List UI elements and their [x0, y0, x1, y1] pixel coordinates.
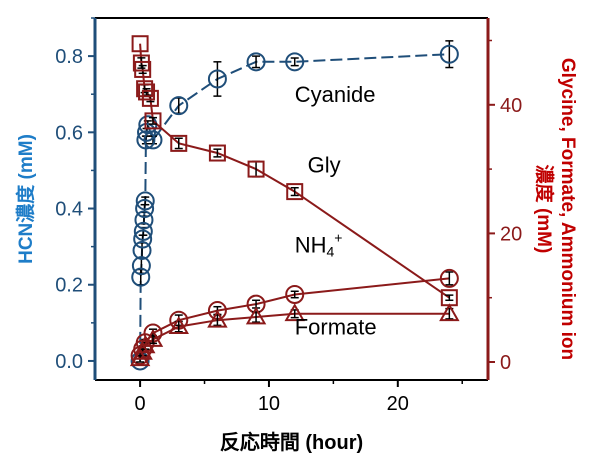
- annotation-label: NH4+: [295, 229, 343, 259]
- data-point: [168, 316, 189, 335]
- x-tick-label: 0: [135, 393, 146, 415]
- data-point: [135, 335, 156, 354]
- data-point: [135, 199, 155, 219]
- data-point: [207, 309, 228, 328]
- x-tick-label: 10: [258, 393, 280, 415]
- data-point: [285, 52, 305, 72]
- data-point: [136, 130, 156, 150]
- right-y-label-group-1: Glycine, Formate, Ammonium ion: [557, 58, 578, 360]
- annotation-label: Cyanide: [295, 82, 376, 107]
- data-point: [134, 60, 152, 78]
- annotation-text: Formate: [295, 314, 377, 339]
- data-point: [131, 267, 151, 287]
- data-point: [246, 52, 266, 72]
- data-point: [132, 240, 152, 260]
- annotation-subscript: 4: [327, 243, 335, 259]
- data-point: [286, 183, 304, 201]
- annotation-text: NH: [295, 232, 327, 257]
- right-y-label-group-2: 濃度 (mM): [533, 165, 556, 254]
- right-y-axis-label-line2: 濃度 (mM): [533, 165, 556, 254]
- data-point: [131, 256, 151, 276]
- left-y-label-group: HCN濃度 (mM): [14, 134, 37, 264]
- data-point: [439, 44, 459, 64]
- data-point: [132, 54, 150, 72]
- data-point: [245, 306, 267, 325]
- right-y-axis-label-line1: Glycine, Formate, Ammonium ion: [557, 58, 578, 360]
- data-point: [133, 221, 153, 241]
- right-y-tick-label: 20: [500, 223, 522, 245]
- left-y-axis-label: HCN濃度 (mM): [14, 134, 37, 264]
- series-cyanide: [130, 40, 459, 371]
- data-point: [133, 229, 153, 249]
- series-gly: [131, 35, 458, 307]
- data-point: [144, 112, 162, 130]
- data-point: [247, 160, 265, 178]
- data-point: [208, 144, 226, 162]
- annotation-text: Gly: [308, 152, 341, 177]
- annotation-label: Gly: [308, 152, 341, 177]
- data-point: [135, 191, 155, 211]
- left-y-tick-label: 0.4: [55, 199, 83, 221]
- data-point: [131, 35, 149, 53]
- data-point: [169, 96, 189, 116]
- data-point: [138, 83, 156, 101]
- data-point: [284, 303, 305, 322]
- right-y-tick-label: 0: [500, 352, 511, 374]
- data-point: [170, 134, 188, 152]
- x-axis-label: 反応時間 (hour): [220, 430, 363, 454]
- data-point: [439, 303, 460, 322]
- annotation-superscript: +: [334, 229, 342, 245]
- right-y-tick-label: 40: [500, 95, 522, 117]
- data-point: [142, 328, 164, 347]
- data-point: [136, 80, 154, 98]
- left-y-tick-label: 0.2: [55, 275, 83, 297]
- data-point: [134, 210, 154, 230]
- x-tick-label: 20: [387, 393, 409, 415]
- data-point: [285, 284, 305, 304]
- data-point: [207, 69, 227, 89]
- annotation-text: Cyanide: [295, 82, 376, 107]
- annotation-label: Formate: [295, 314, 377, 339]
- left-y-tick-label: 0.0: [55, 351, 83, 373]
- series-formate: [129, 303, 460, 367]
- data-point: [141, 89, 159, 107]
- left-y-tick-label: 0.6: [55, 122, 83, 144]
- data-point: [143, 130, 163, 150]
- left-y-tick-label: 0.8: [55, 46, 83, 68]
- data-point: [439, 268, 459, 288]
